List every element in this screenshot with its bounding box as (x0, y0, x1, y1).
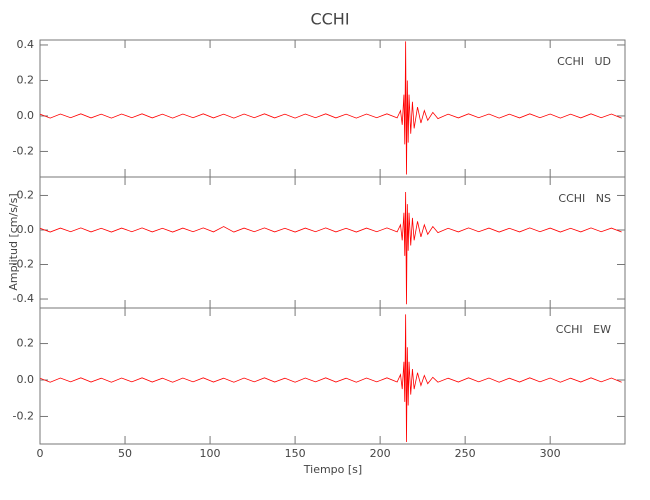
x-tick-label: 200 (370, 447, 391, 460)
panel-frame (39, 39, 626, 178)
x-tick-label: 250 (455, 447, 476, 460)
trace (39, 314, 622, 442)
panel-annotation: CCHI NS (558, 192, 611, 205)
panel-annotation: CCHI UD (557, 55, 611, 68)
y-tick-label: 0.0 (17, 109, 35, 122)
y-tick-label: 0.0 (17, 223, 35, 236)
x-tick-label: 300 (540, 447, 561, 460)
x-axis-label: Tiempo [s] (303, 463, 362, 476)
y-tick-label: 0.2 (17, 337, 35, 350)
panel-frame (39, 307, 626, 445)
y-tick-label: -0.2 (13, 258, 34, 271)
y-tick-label: 0.4 (17, 38, 35, 51)
trace (39, 192, 622, 305)
y-tick-label: -0.4 (13, 292, 34, 305)
trace (39, 41, 622, 175)
y-tick-label: -0.2 (13, 409, 34, 422)
x-tick-label: 50 (118, 447, 132, 460)
y-axis-label: Amplitud [cm/s/s] (7, 193, 20, 290)
panel-frame (39, 176, 626, 309)
y-tick-label: 0.2 (17, 73, 35, 86)
x-tick-label: 150 (285, 447, 306, 460)
x-tick-label: 0 (37, 447, 44, 460)
y-tick-label: 0.2 (17, 188, 35, 201)
panel-annotation: CCHI EW (556, 323, 611, 336)
y-tick-label: 0.0 (17, 373, 35, 386)
y-tick-label: -0.2 (13, 144, 34, 157)
chart-title: CCHI (310, 10, 349, 29)
x-tick-label: 100 (200, 447, 221, 460)
